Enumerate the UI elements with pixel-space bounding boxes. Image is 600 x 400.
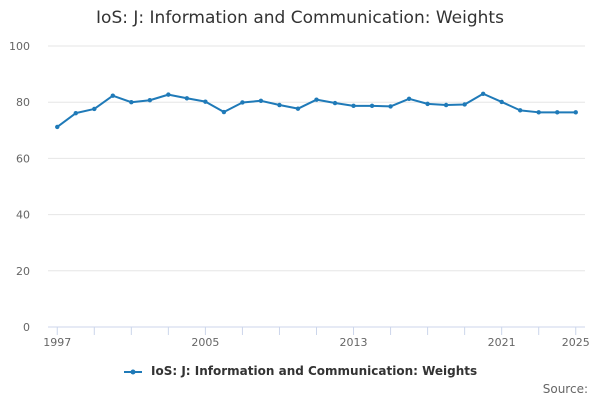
data-point[interactable]	[258, 98, 264, 103]
x-tick-label: 2005	[191, 336, 219, 349]
data-point[interactable]	[55, 124, 60, 130]
data-point[interactable]	[573, 110, 578, 115]
data-point[interactable]	[499, 99, 504, 105]
data-point[interactable]	[555, 110, 560, 115]
x-tick-label: 2021	[488, 336, 516, 349]
y-tick-label: 80	[16, 96, 30, 109]
data-point[interactable]	[147, 98, 153, 103]
data-point[interactable]	[462, 102, 467, 107]
x-tick-label: 2025	[562, 336, 590, 349]
data-point[interactable]	[351, 103, 356, 109]
legend[interactable]: IoS: J: Information and Communication: W…	[0, 364, 600, 378]
data-point[interactable]	[277, 102, 282, 108]
data-point[interactable]	[240, 100, 245, 105]
grid-lines	[48, 45, 585, 328]
data-point[interactable]	[314, 97, 319, 102]
data-point[interactable]	[425, 101, 430, 107]
data-point[interactable]	[203, 99, 208, 104]
x-tick-label: 1997	[43, 336, 71, 349]
data-point[interactable]	[388, 104, 393, 109]
x-axis: 1997 2005 2013 2021 2025	[43, 326, 590, 349]
y-tick-label: 20	[16, 265, 30, 278]
data-point[interactable]	[369, 103, 375, 109]
data-point[interactable]	[92, 106, 97, 112]
data-point[interactable]	[295, 106, 301, 111]
y-tick-label: 0	[23, 321, 30, 334]
data-point[interactable]	[73, 110, 78, 116]
y-tick-label: 40	[16, 209, 30, 222]
chart-title: IoS: J: Information and Communication: W…	[96, 8, 504, 28]
y-tick-label: 100	[9, 40, 30, 53]
legend-line-symbol	[123, 369, 142, 374]
data-point[interactable]	[166, 92, 171, 97]
data-point[interactable]	[406, 96, 412, 102]
x-tick-label: 2013	[340, 336, 368, 349]
data-point[interactable]	[443, 102, 449, 108]
series-group	[55, 91, 578, 130]
data-point[interactable]	[536, 110, 541, 115]
y-tick-label: 60	[16, 152, 30, 165]
data-point[interactable]	[332, 100, 338, 106]
y-axis: 0 20 40 60 80 100	[9, 40, 30, 334]
data-point[interactable]	[184, 96, 190, 101]
data-point[interactable]	[129, 100, 134, 105]
legend-label: IoS: J: Information and Communication: W…	[151, 364, 478, 378]
data-point[interactable]	[480, 91, 486, 96]
data-point[interactable]	[517, 108, 523, 113]
data-point[interactable]	[110, 93, 116, 98]
data-point[interactable]	[221, 109, 227, 115]
source-label: Source:	[542, 382, 588, 396]
